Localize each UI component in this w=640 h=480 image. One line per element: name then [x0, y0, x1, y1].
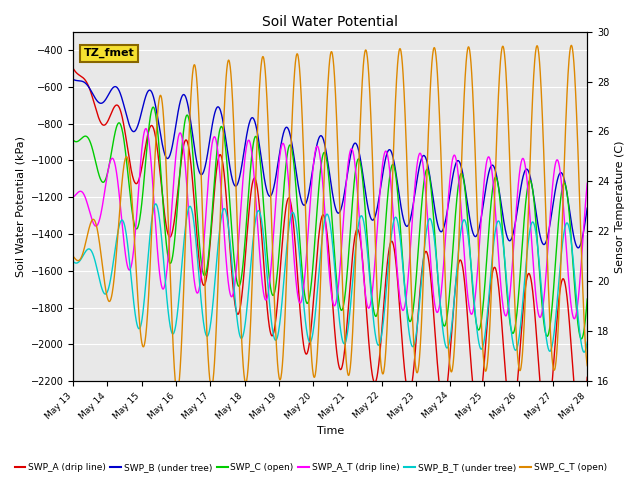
Y-axis label: Soil Water Potential (kPa): Soil Water Potential (kPa): [15, 136, 25, 277]
X-axis label: Time: Time: [317, 426, 344, 436]
Y-axis label: Sensor Temperature (C): Sensor Temperature (C): [615, 140, 625, 273]
Legend: SWP_A (drip line), SWP_B (under tree), SWP_C (open), SWP_A_T (drip line), SWP_B_: SWP_A (drip line), SWP_B (under tree), S…: [11, 459, 611, 476]
Title: Soil Water Potential: Soil Water Potential: [262, 15, 398, 29]
Text: TZ_fmet: TZ_fmet: [83, 48, 134, 58]
